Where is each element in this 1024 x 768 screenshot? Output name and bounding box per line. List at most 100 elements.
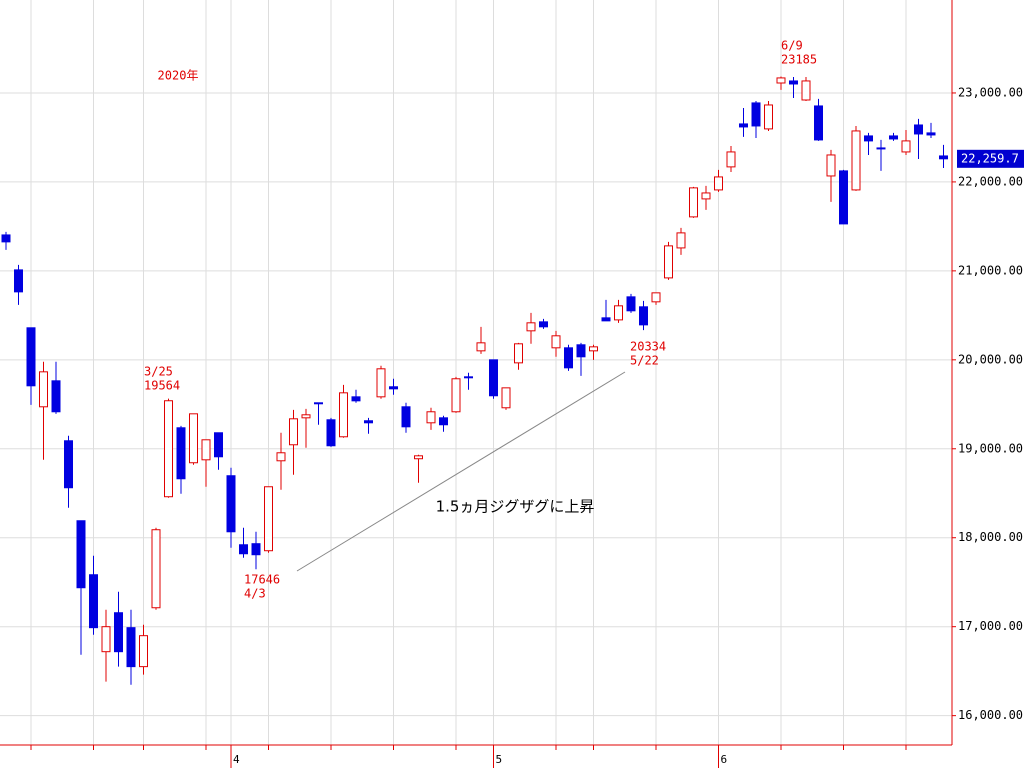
candle-down — [876, 147, 886, 150]
candle-up — [764, 104, 773, 130]
candle-up — [526, 322, 536, 332]
annotation: 20334 — [630, 340, 666, 354]
candle-up — [801, 80, 811, 101]
candle-up — [264, 486, 273, 552]
candle-up — [689, 187, 698, 218]
candle-up — [551, 335, 561, 349]
candle-up — [201, 439, 211, 461]
candle-down — [789, 80, 798, 85]
candle-up — [589, 346, 598, 352]
axes: 16,000.00 17,000.00 18,000.00 19,000.00 20,0… — [30, 85, 1024, 768]
trend-line — [296, 371, 626, 572]
y-tick-label: 17,000.00 — [958, 619, 1023, 633]
y-tick-label: 20,000.00 — [958, 352, 1023, 366]
candle-down — [439, 417, 448, 426]
candle-down — [864, 135, 873, 142]
candle-down — [814, 105, 823, 141]
candle-down — [889, 135, 898, 140]
candle-up — [164, 400, 173, 498]
candle-up — [376, 368, 386, 398]
candle-down — [239, 544, 248, 555]
candles — [1, 76, 948, 685]
candle-up — [301, 414, 311, 419]
candle-down — [326, 419, 336, 447]
y-tick-label: 18,000.00 — [958, 530, 1023, 544]
y-tick-label: 16,000.00 — [958, 708, 1023, 722]
candle-down — [926, 132, 936, 136]
x-tick-label: 5 — [496, 753, 503, 766]
candle-down — [351, 396, 361, 402]
candle-down — [364, 420, 373, 424]
candle-down — [51, 380, 61, 413]
candle-down — [126, 627, 136, 668]
last-price-box — [957, 149, 1024, 168]
candle-down — [26, 327, 36, 387]
candle-up — [514, 343, 523, 364]
candle-down — [464, 376, 473, 379]
candle-up — [139, 635, 148, 668]
candle-up — [426, 411, 436, 424]
candle-down — [751, 102, 761, 127]
candle-up — [151, 529, 161, 609]
y-tick-label: 22,000.00 — [958, 174, 1023, 188]
candle-up — [501, 387, 511, 409]
last-price-label: 22,259.7 — [961, 151, 1019, 165]
candle-down — [1, 234, 11, 243]
candle-down — [539, 321, 548, 328]
candle-up — [826, 154, 836, 177]
candle-up — [701, 192, 711, 200]
candle-down — [576, 344, 586, 358]
candle-up — [476, 342, 486, 352]
candle-down — [64, 440, 73, 489]
candle-down — [601, 317, 611, 322]
candle-up — [776, 77, 786, 84]
annotation: 19564 — [144, 379, 180, 393]
candle-down — [639, 306, 648, 326]
candle-down — [76, 520, 86, 589]
annotation: 17646 — [244, 573, 280, 587]
candle-down — [489, 359, 498, 397]
candle-up — [851, 130, 861, 191]
candle-up — [651, 292, 661, 303]
candle-down — [314, 402, 323, 405]
x-tick-label: 4 — [233, 753, 240, 766]
x-tick-label: 6 — [721, 753, 728, 766]
candle-down — [626, 296, 636, 312]
annotation: 3/25 — [144, 365, 173, 379]
annotation: 23185 — [781, 53, 817, 67]
candle-down — [89, 574, 98, 629]
y-tick-label: 19,000.00 — [958, 441, 1023, 455]
candle-up — [614, 305, 623, 321]
candle-down — [564, 347, 573, 369]
candle-up — [189, 413, 198, 464]
comment: 1.5ヵ月ジグザグに上昇 — [436, 498, 595, 516]
candle-down — [251, 543, 261, 556]
candle-up — [414, 455, 423, 460]
candle-down — [914, 124, 923, 135]
candle-down — [214, 432, 223, 458]
y-tick-label: 21,000.00 — [958, 263, 1023, 277]
candle-up — [714, 176, 723, 191]
candle-up — [676, 232, 686, 249]
candle-up — [901, 140, 911, 153]
year-label: 2020年 — [158, 69, 199, 83]
candle-up — [39, 371, 48, 408]
candle-down — [389, 386, 398, 390]
candle-down — [114, 612, 123, 653]
candle-up — [289, 418, 298, 446]
candle-up — [339, 392, 348, 438]
candle-down — [401, 406, 411, 428]
candle-up — [726, 151, 736, 168]
candle-up — [664, 245, 673, 279]
candle-down — [739, 123, 748, 128]
candle-up — [101, 626, 111, 653]
candle-down — [14, 269, 23, 293]
annotation: 5/22 — [630, 354, 659, 368]
candle-down — [839, 170, 848, 225]
annotation: 6/9 — [781, 39, 803, 53]
candle-down — [176, 427, 186, 480]
candle-up — [276, 452, 286, 462]
